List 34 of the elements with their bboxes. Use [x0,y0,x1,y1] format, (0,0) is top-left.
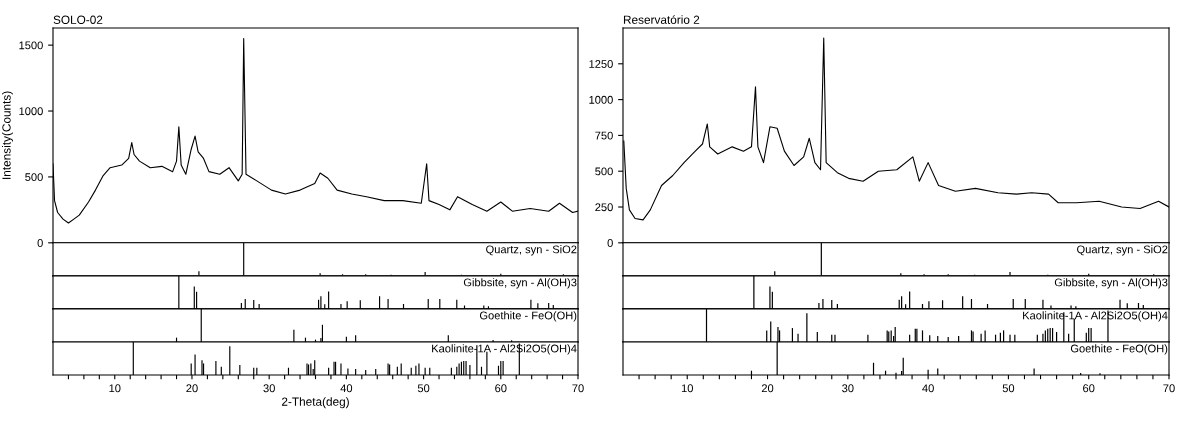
x-tick-label: 40 [922,384,934,393]
y-tick-label: 0 [37,239,43,247]
y-tick-label: 250 [595,203,613,212]
y-tick-label: 750 [595,131,613,140]
x-tick-label: 10 [681,384,693,393]
x-tick-label: 70 [572,384,584,393]
y-tick-label: 0 [607,239,613,247]
x-tick-label: 60 [495,384,507,393]
y-tick-label: 500 [595,167,613,176]
x-tick-label: 60 [1083,384,1095,393]
y-axis-title: Intensity(Counts) [2,91,14,179]
chart-title: SOLO-02 [53,15,103,24]
x-axis-title: 2-Theta(deg) [281,397,349,409]
chart-title: Goethite - FeO(OH) [1070,344,1168,355]
x-tick-label: 20 [761,384,774,393]
x-tick-label: 50 [417,384,430,393]
y-tick-label: 1000 [19,107,43,116]
x-tick-label: 50 [1002,384,1015,393]
x-tick-label: 40 [340,384,353,393]
chart-title: Quartz, syn - SiO2 [1077,245,1168,256]
y-tick-label: 1250 [589,60,613,68]
x-tick-label: 20 [186,384,198,393]
x-tick-label: 30 [263,384,275,393]
y-tick-label: 1500 [19,41,43,50]
y-tick-label: 1000 [589,95,613,104]
x-tick-label: 70 [1163,384,1175,393]
chart-title: Quartz, syn - SiO2 [486,245,577,256]
chart-title: Goethite - FeO(OH) [479,311,577,322]
chart-title: Gibbsite, syn - Al(OH)3 [463,278,577,289]
x-tick-label: 10 [109,384,121,393]
y-tick-label: 500 [25,173,43,182]
x-tick-label: 30 [842,384,854,393]
chart-title: Reservatório 2 [623,15,700,24]
chart-title: Gibbsite, syn - Al(OH)3 [1054,278,1168,289]
